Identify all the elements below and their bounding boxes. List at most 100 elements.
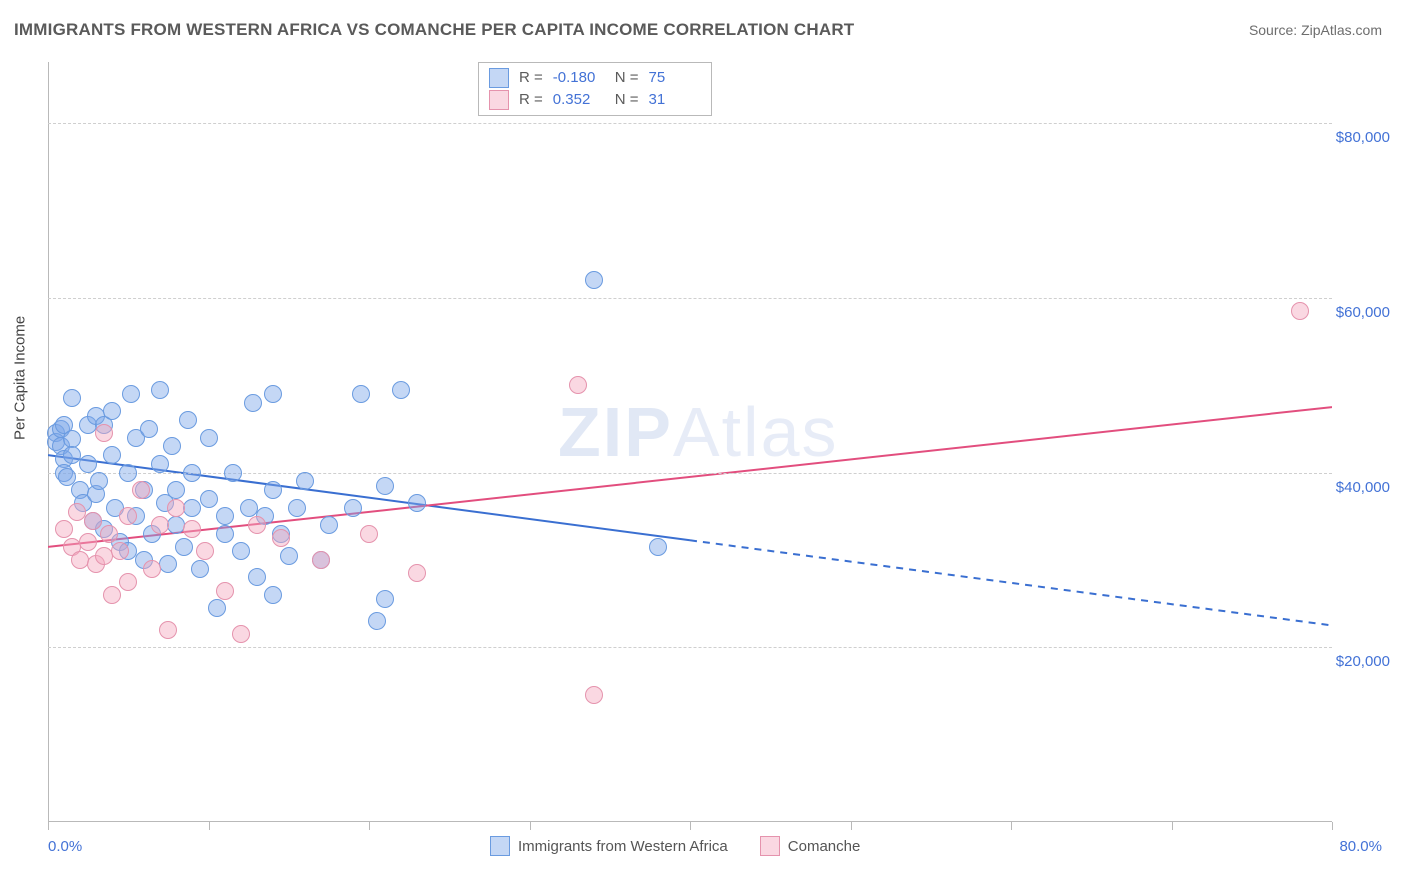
scatter-point: [216, 582, 234, 600]
scatter-point: [55, 520, 73, 538]
scatter-point: [183, 520, 201, 538]
x-axis-label-right: 80.0%: [1339, 838, 1382, 855]
scatter-point: [569, 376, 587, 394]
scatter-point: [119, 573, 137, 591]
scatter-point: [585, 686, 603, 704]
y-axis-title: Per Capita Income: [12, 316, 29, 440]
legend-label: Immigrants from Western Africa: [518, 838, 728, 855]
scatter-point: [312, 551, 330, 569]
legend-n-value: 31: [649, 89, 701, 111]
scatter-point: [232, 542, 250, 560]
scatter-point: [272, 529, 290, 547]
scatter-point: [163, 437, 181, 455]
scatter-point: [151, 455, 169, 473]
watermark-zip: ZIP: [558, 393, 673, 471]
legend-n-label: N =: [615, 89, 639, 111]
x-tick: [369, 822, 370, 830]
gridline: [48, 123, 1332, 124]
legend-swatch: [490, 836, 510, 856]
y-tick-label: $80,000: [1336, 129, 1390, 146]
scatter-point: [1291, 302, 1309, 320]
scatter-point: [408, 494, 426, 512]
scatter-point: [649, 538, 667, 556]
scatter-point: [103, 402, 121, 420]
legend-correlation: R = -0.180N = 75R = 0.352N = 31: [478, 62, 712, 116]
scatter-point: [264, 586, 282, 604]
scatter-point: [248, 568, 266, 586]
scatter-point: [90, 472, 108, 490]
scatter-point: [376, 477, 394, 495]
legend-swatch: [489, 68, 509, 88]
watermark: ZIPAtlas: [558, 392, 839, 472]
legend-row: R = 0.352N = 31: [489, 89, 701, 111]
scatter-point: [216, 507, 234, 525]
scatter-point: [200, 429, 218, 447]
y-tick-label: $60,000: [1336, 304, 1390, 321]
legend-r-value: -0.180: [553, 67, 605, 89]
legend-r-value: 0.352: [553, 89, 605, 111]
legend-n-value: 75: [649, 67, 701, 89]
scatter-point: [244, 394, 262, 412]
scatter-point: [95, 424, 113, 442]
scatter-point: [216, 525, 234, 543]
scatter-point: [167, 499, 185, 517]
scatter-point: [208, 599, 226, 617]
source-label: Source: ZipAtlas.com: [1249, 22, 1382, 38]
scatter-point: [119, 507, 137, 525]
scatter-point: [288, 499, 306, 517]
scatter-point: [167, 481, 185, 499]
y-tick-label: $20,000: [1336, 653, 1390, 670]
chart-title: IMMIGRANTS FROM WESTERN AFRICA VS COMANC…: [14, 20, 854, 40]
scatter-point: [183, 499, 201, 517]
scatter-point: [344, 499, 362, 517]
scatter-point: [111, 542, 129, 560]
x-tick: [209, 822, 210, 830]
scatter-point: [151, 516, 169, 534]
scatter-point: [143, 560, 161, 578]
scatter-point: [408, 564, 426, 582]
gridline: [48, 647, 1332, 648]
scatter-point: [360, 525, 378, 543]
watermark-atlas: Atlas: [673, 393, 839, 471]
scatter-point: [159, 621, 177, 639]
scatter-point: [264, 385, 282, 403]
scatter-point: [175, 538, 193, 556]
legend-swatch: [489, 90, 509, 110]
scatter-point: [122, 385, 140, 403]
regression-line-dashed: [690, 540, 1332, 625]
scatter-point: [79, 455, 97, 473]
scatter-point: [368, 612, 386, 630]
scatter-point: [200, 490, 218, 508]
x-tick: [1172, 822, 1173, 830]
legend-n-label: N =: [615, 67, 639, 89]
y-tick-label: $40,000: [1336, 479, 1390, 496]
scatter-point: [352, 385, 370, 403]
scatter-point: [280, 547, 298, 565]
scatter-point: [392, 381, 410, 399]
scatter-point: [224, 464, 242, 482]
scatter-point: [183, 464, 201, 482]
scatter-point: [585, 271, 603, 289]
legend-label: Comanche: [788, 838, 861, 855]
x-axis-label-left: 0.0%: [48, 838, 82, 855]
scatter-point: [103, 586, 121, 604]
legend-row: R = -0.180N = 75: [489, 67, 701, 89]
x-tick: [1011, 822, 1012, 830]
scatter-point: [191, 560, 209, 578]
scatter-point: [132, 481, 150, 499]
scatter-point: [179, 411, 197, 429]
plot-area: ZIPAtlas R = -0.180N = 75R = 0.352N = 31…: [48, 62, 1332, 822]
scatter-point: [79, 533, 97, 551]
scatter-point: [320, 516, 338, 534]
x-tick: [690, 822, 691, 830]
scatter-point: [264, 481, 282, 499]
x-tick: [530, 822, 531, 830]
scatter-point: [248, 516, 266, 534]
scatter-point: [84, 512, 102, 530]
scatter-point: [151, 381, 169, 399]
scatter-point: [232, 625, 250, 643]
scatter-point: [119, 464, 137, 482]
scatter-point: [63, 389, 81, 407]
x-tick: [48, 822, 49, 830]
scatter-point: [376, 590, 394, 608]
